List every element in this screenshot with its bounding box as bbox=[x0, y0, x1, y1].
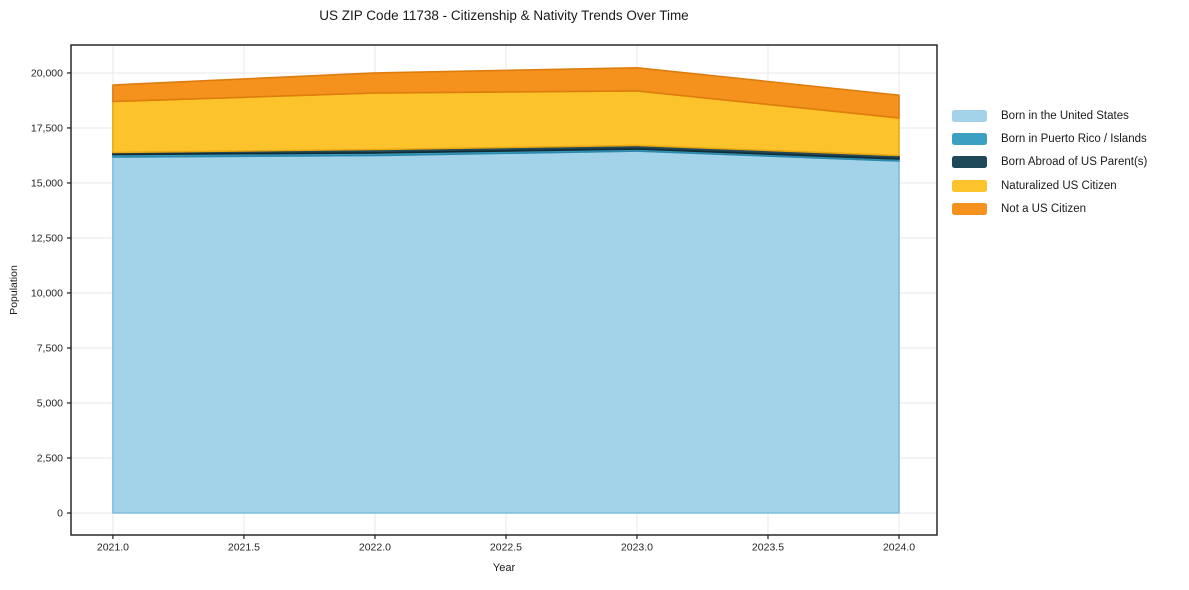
y-tick-label: 2,500 bbox=[37, 452, 63, 464]
y-tick-label: 20,000 bbox=[31, 67, 63, 79]
legend-label: Born in the United States bbox=[1001, 109, 1129, 122]
legend-swatch-naturalized bbox=[952, 179, 987, 192]
x-tick-label: 2022.0 bbox=[359, 542, 391, 554]
x-tick-label: 2021.0 bbox=[97, 542, 129, 554]
area-band bbox=[112, 150, 900, 514]
x-tick-label: 2021.5 bbox=[228, 542, 260, 554]
chart-title: US ZIP Code 11738 - Citizenship & Nativi… bbox=[319, 8, 689, 23]
y-tick-label: 10,000 bbox=[31, 287, 63, 299]
y-tick-label: 17,500 bbox=[31, 122, 63, 134]
y-tick-label: 15,000 bbox=[31, 177, 63, 189]
legend-swatch-born-abroad bbox=[952, 156, 987, 169]
legend-swatch-puerto-rico bbox=[952, 132, 987, 145]
legend-item: Not a US Citizen bbox=[952, 197, 1147, 220]
legend-label: Born in Puerto Rico / Islands bbox=[1001, 132, 1147, 145]
legend-item: Born in the United States bbox=[952, 104, 1147, 127]
y-tick-label: 12,500 bbox=[31, 232, 63, 244]
x-tick-label: 2024.0 bbox=[883, 542, 915, 554]
y-tick-label: 5,000 bbox=[37, 397, 63, 409]
y-axis-label: Population bbox=[8, 265, 20, 315]
legend-item: Naturalized US Citizen bbox=[952, 174, 1147, 197]
legend-label: Naturalized US Citizen bbox=[1001, 179, 1117, 192]
x-tick-label: 2023.5 bbox=[752, 542, 784, 554]
legend-item: Born Abroad of US Parent(s) bbox=[952, 151, 1147, 174]
area-band bbox=[112, 67, 900, 119]
plot-frame bbox=[70, 44, 938, 536]
x-tick-label: 2022.5 bbox=[490, 542, 522, 554]
y-tick-label: 0 bbox=[57, 507, 63, 519]
legend: Born in the United States Born in Puerto… bbox=[952, 104, 1147, 220]
x-axis-label: Year bbox=[492, 562, 516, 574]
legend-label: Born Abroad of US Parent(s) bbox=[1001, 156, 1148, 169]
legend-swatch-born-us bbox=[952, 109, 987, 122]
legend-swatch-not-citizen bbox=[952, 202, 987, 215]
y-tick-label: 7,500 bbox=[37, 342, 63, 354]
legend-item: Born in Puerto Rico / Islands bbox=[952, 127, 1147, 150]
legend-label: Not a US Citizen bbox=[1001, 202, 1087, 215]
x-tick-label: 2023.0 bbox=[621, 542, 653, 554]
